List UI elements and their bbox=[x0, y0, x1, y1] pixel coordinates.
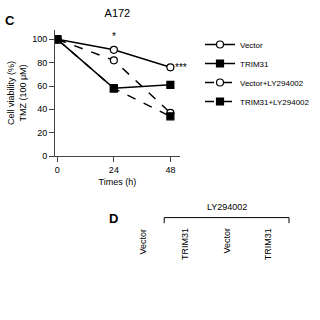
svg-text:Times (h): Times (h) bbox=[99, 177, 137, 187]
svg-text:0: 0 bbox=[42, 151, 47, 161]
svg-text:*: * bbox=[112, 31, 116, 42]
svg-text:TRIM31: TRIM31 bbox=[180, 228, 190, 260]
svg-text:Cell viability (%)TMZ (100 μM): Cell viability (%)TMZ (100 μM) bbox=[6, 61, 28, 125]
svg-text:TRIM31: TRIM31 bbox=[240, 60, 269, 69]
svg-text:24: 24 bbox=[109, 165, 119, 175]
svg-text:60: 60 bbox=[37, 81, 47, 91]
svg-text:80: 80 bbox=[37, 58, 47, 68]
svg-text:Vector: Vector bbox=[138, 229, 148, 255]
svg-text:***: *** bbox=[175, 62, 187, 73]
svg-text:Vector+LY294002: Vector+LY294002 bbox=[240, 79, 304, 88]
svg-text:20: 20 bbox=[37, 128, 47, 138]
svg-text:D: D bbox=[109, 211, 118, 226]
svg-text:LY294002: LY294002 bbox=[207, 202, 247, 212]
svg-text:C: C bbox=[5, 13, 15, 28]
svg-text:Vector: Vector bbox=[222, 228, 232, 254]
svg-text:100: 100 bbox=[32, 34, 47, 44]
svg-text:TRIM31: TRIM31 bbox=[263, 228, 273, 260]
svg-text:Vector: Vector bbox=[240, 41, 263, 50]
svg-text:40: 40 bbox=[37, 104, 47, 114]
svg-text:A172: A172 bbox=[105, 7, 131, 19]
svg-text:0: 0 bbox=[55, 165, 60, 175]
svg-text:48: 48 bbox=[165, 165, 175, 175]
svg-text:TRIM31+LY294002: TRIM31+LY294002 bbox=[240, 98, 310, 107]
